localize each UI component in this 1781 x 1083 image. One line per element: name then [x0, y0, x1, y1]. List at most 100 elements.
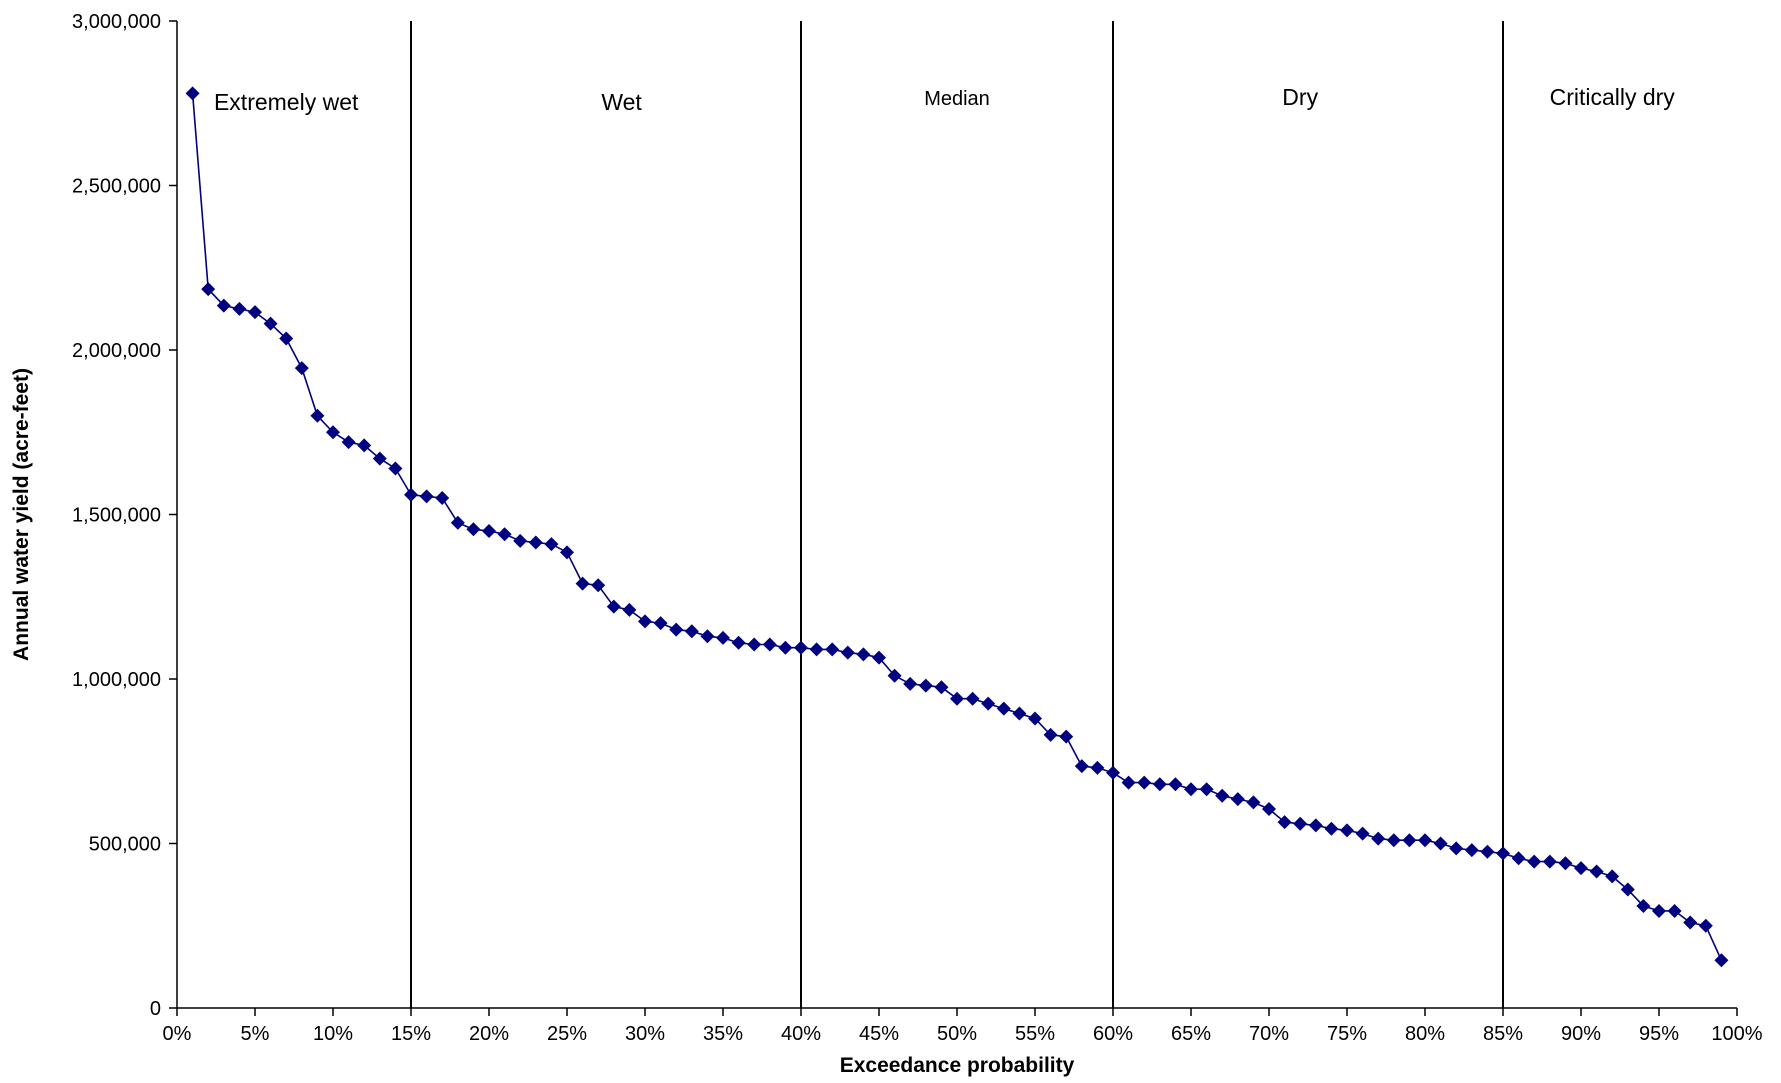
data-point-marker — [1698, 918, 1713, 933]
y-axis-title: Annual water yield (acre-feet) — [10, 368, 33, 661]
data-point-marker — [1542, 854, 1557, 869]
data-point-marker — [840, 645, 855, 660]
data-point-marker — [1480, 844, 1495, 859]
data-point-marker — [1277, 815, 1292, 830]
series-polyline — [191, 93, 1723, 961]
data-point-marker — [1059, 729, 1074, 744]
data-point-marker — [497, 527, 512, 542]
y-tick-label: 2,500,000 — [72, 176, 161, 198]
y-tick-label: 2,000,000 — [72, 340, 161, 362]
data-point-marker — [1652, 903, 1666, 918]
y-tick-label: 1,500,000 — [72, 505, 161, 527]
data-point-marker — [1340, 823, 1354, 838]
data-point-marker — [575, 576, 590, 591]
data-point-marker — [1137, 775, 1152, 790]
y-tick-label: 0 — [150, 998, 161, 1020]
x-tick-label: 5% — [241, 1023, 270, 1045]
x-tick-label: 35% — [703, 1023, 743, 1045]
x-axis-title: Exceedance probability — [840, 1054, 1075, 1077]
data-point-marker — [357, 438, 372, 453]
data-point-marker — [294, 361, 309, 376]
x-tick-label: 95% — [1639, 1023, 1679, 1045]
zone-label: Extremely wet — [214, 89, 359, 115]
data-point-marker — [1496, 846, 1510, 861]
data-point-marker — [482, 523, 496, 538]
data-point-marker — [872, 650, 886, 665]
data-point-marker — [622, 602, 637, 617]
data-point-marker — [1386, 833, 1401, 848]
x-tick-label: 20% — [469, 1023, 509, 1045]
data-point-marker — [731, 635, 746, 650]
data-point-marker — [310, 408, 325, 423]
data-point-marker — [1246, 795, 1261, 810]
data-point-marker — [996, 701, 1011, 716]
data-point-marker — [591, 578, 606, 593]
data-point-marker — [528, 535, 543, 550]
data-point-marker — [606, 599, 621, 614]
data-point-marker — [435, 491, 450, 506]
data-point-marker — [669, 622, 684, 637]
x-tick-label: 55% — [1015, 1023, 1055, 1045]
data-point-marker — [1371, 831, 1386, 846]
data-point-marker — [466, 522, 481, 537]
zone-label: Wet — [601, 89, 642, 115]
data-point-marker — [1184, 782, 1198, 797]
data-point-marker — [1043, 727, 1058, 742]
data-point-marker — [1605, 869, 1620, 884]
data-point-marker — [1464, 843, 1479, 858]
data-point-marker — [918, 678, 933, 693]
x-tick-label: 30% — [625, 1023, 665, 1045]
data-point-marker — [1215, 788, 1230, 803]
data-point-marker — [1511, 851, 1526, 866]
x-tick-label: 25% — [547, 1023, 587, 1045]
data-point-marker — [544, 537, 559, 552]
data-point-marker — [185, 86, 200, 101]
y-tick-label: 500,000 — [89, 834, 161, 856]
data-point-marker — [1449, 841, 1464, 856]
data-point-marker — [248, 305, 262, 320]
data-point-marker — [1683, 915, 1698, 930]
data-point-marker — [388, 461, 403, 476]
series-markers — [185, 86, 1729, 968]
x-tick-label: 75% — [1327, 1023, 1367, 1045]
data-point-marker — [1433, 836, 1448, 851]
zone-label: Median — [924, 88, 990, 110]
data-point-marker — [1402, 833, 1417, 848]
data-point-marker — [419, 489, 434, 504]
data-point-marker — [825, 642, 840, 657]
data-point-marker — [700, 629, 715, 644]
y-ticks: 0 500,000 1,000,000 1,500,000 2,000,000 2,500… — [72, 11, 177, 1020]
data-point-marker — [1527, 854, 1542, 869]
data-point-marker — [1324, 821, 1339, 836]
x-tick-label: 100% — [1711, 1023, 1762, 1045]
data-point-marker — [809, 642, 824, 657]
data-point-marker — [1168, 777, 1183, 792]
data-point-marker — [1293, 816, 1308, 831]
data-point-marker — [762, 637, 777, 652]
data-point-marker — [201, 282, 216, 297]
x-tick-label: 50% — [937, 1023, 977, 1045]
y-tick-label: 3,000,000 — [72, 11, 161, 33]
data-point-marker — [684, 624, 699, 639]
data-point-marker — [903, 676, 918, 691]
data-point-marker — [1418, 833, 1432, 848]
data-point-marker — [1589, 864, 1604, 879]
x-tick-label: 65% — [1171, 1023, 1211, 1045]
data-point-marker — [450, 515, 465, 530]
data-point-marker — [934, 680, 949, 695]
x-tick-label: 10% — [313, 1023, 353, 1045]
x-tick-label: 45% — [859, 1023, 899, 1045]
data-point-marker — [716, 630, 730, 645]
zone-label: Critically dry — [1550, 84, 1676, 110]
zone-label: Dry — [1282, 84, 1318, 110]
data-point-marker — [263, 316, 278, 331]
x-tick-label: 0% — [163, 1023, 192, 1045]
x-tick-label: 70% — [1249, 1023, 1289, 1045]
data-point-marker — [653, 616, 668, 631]
x-tick-label: 40% — [781, 1023, 821, 1045]
data-point-marker — [638, 614, 652, 629]
data-point-marker — [1012, 706, 1027, 721]
data-point-marker — [1558, 856, 1573, 871]
x-tick-label: 90% — [1561, 1023, 1601, 1045]
data-point-marker — [778, 640, 793, 655]
